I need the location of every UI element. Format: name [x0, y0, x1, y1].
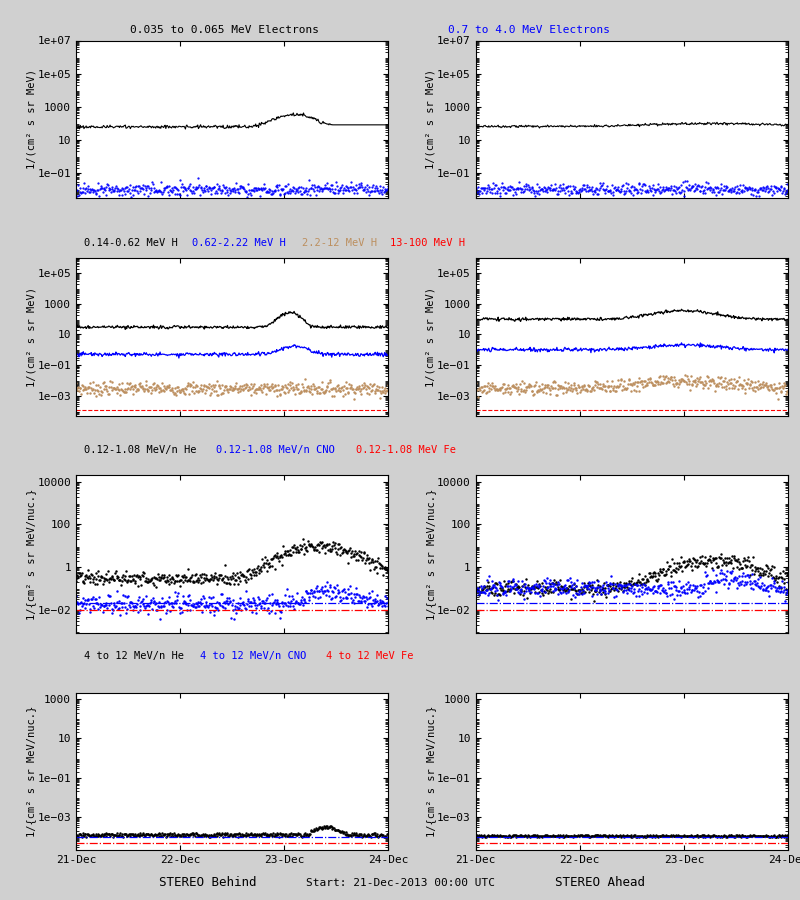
Y-axis label: 1/{cm² s sr MeV/nuc.}: 1/{cm² s sr MeV/nuc.} — [26, 706, 36, 837]
Y-axis label: 1/{cm² s sr MeV/nuc.}: 1/{cm² s sr MeV/nuc.} — [26, 489, 36, 620]
Text: 0.035 to 0.065 MeV Electrons: 0.035 to 0.065 MeV Electrons — [130, 25, 318, 35]
Text: 0.62-2.22 MeV H: 0.62-2.22 MeV H — [192, 238, 286, 248]
Text: 4 to 12 MeV Fe: 4 to 12 MeV Fe — [326, 651, 414, 661]
Text: 0.7 to 4.0 MeV Electrons: 0.7 to 4.0 MeV Electrons — [448, 25, 610, 35]
Y-axis label: 1/(cm² s sr MeV): 1/(cm² s sr MeV) — [26, 69, 36, 169]
Text: Start: 21-Dec-2013 00:00 UTC: Start: 21-Dec-2013 00:00 UTC — [306, 878, 494, 888]
Text: STEREO Ahead: STEREO Ahead — [555, 877, 645, 889]
Text: 13-100 MeV H: 13-100 MeV H — [390, 238, 465, 248]
Y-axis label: 1/{cm² s sr MeV/nuc.}: 1/{cm² s sr MeV/nuc.} — [426, 489, 436, 620]
Text: 0.12-1.08 MeV Fe: 0.12-1.08 MeV Fe — [356, 445, 456, 455]
Text: 4 to 12 MeV/n He: 4 to 12 MeV/n He — [84, 651, 184, 661]
Text: 0.14-0.62 MeV H: 0.14-0.62 MeV H — [84, 238, 178, 248]
Y-axis label: 1/(cm² s sr MeV): 1/(cm² s sr MeV) — [26, 287, 36, 387]
Y-axis label: 1/(cm² s sr MeV): 1/(cm² s sr MeV) — [426, 287, 436, 387]
Text: STEREO Behind: STEREO Behind — [159, 877, 257, 889]
Text: 4 to 12 MeV/n CNO: 4 to 12 MeV/n CNO — [200, 651, 306, 661]
Text: 0.12-1.08 MeV/n CNO: 0.12-1.08 MeV/n CNO — [216, 445, 334, 455]
Text: 2.2-12 MeV H: 2.2-12 MeV H — [302, 238, 378, 248]
Y-axis label: 1/(cm² s sr MeV): 1/(cm² s sr MeV) — [426, 69, 436, 169]
Text: 0.12-1.08 MeV/n He: 0.12-1.08 MeV/n He — [84, 445, 197, 455]
Y-axis label: 1/{cm² s sr MeV/nuc.}: 1/{cm² s sr MeV/nuc.} — [426, 706, 436, 837]
